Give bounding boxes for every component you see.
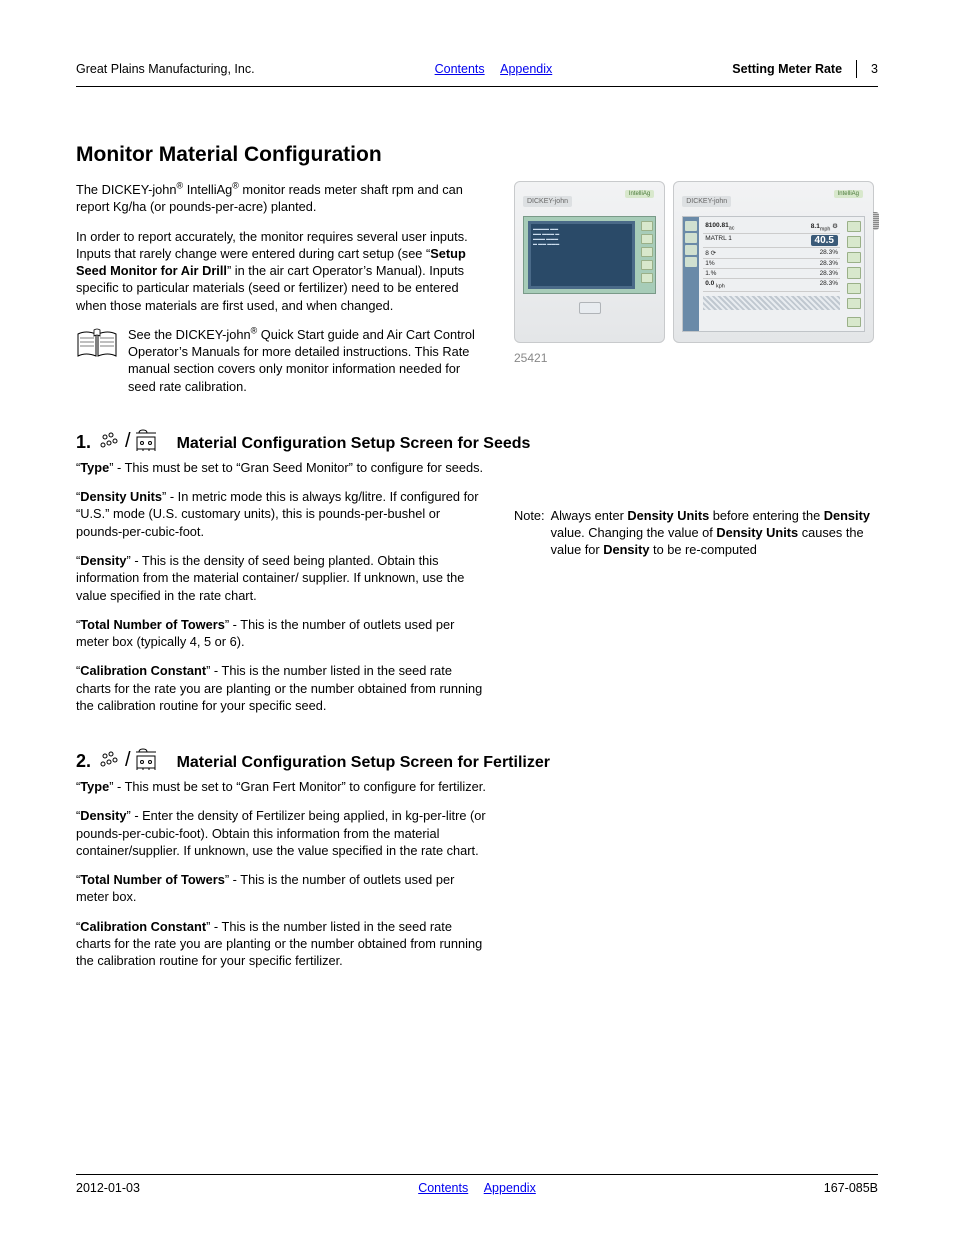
page-footer: 2012-01-03 Contents Appendix 167-085B bbox=[76, 1174, 878, 1195]
brand-label: DICKEY-john bbox=[682, 196, 731, 207]
monitor-small-screen: ▬▬▬▬ ▬▬▬▬ ▬▬▬ ▬▬▬▬ ▬▬▬▬ ▬▬ ▬▬▬ bbox=[523, 216, 656, 294]
s2-calibration: “Calibration Constant” - This is the num… bbox=[76, 918, 486, 970]
s1-density-units: “Density Units” - In metric mode this is… bbox=[76, 488, 486, 540]
section-1-heading: 1. / Material Configuration Setup Screen… bbox=[76, 429, 878, 453]
seed-config-icon bbox=[99, 431, 123, 453]
footer-contents-link[interactable]: Contents bbox=[418, 1181, 468, 1195]
footer-appendix-link[interactable]: Appendix bbox=[484, 1181, 536, 1195]
monitor-large-screen: 8100.81ac8.1mph ⚙ MATRL 140.5 8 ⟳28.3% 1… bbox=[682, 216, 865, 332]
intro-para-1: The DICKEY-john® IntelliAg® monitor read… bbox=[76, 181, 486, 216]
doc-id: 167-085B bbox=[542, 1181, 878, 1195]
s1-towers: “Total Number of Towers” - This is the n… bbox=[76, 616, 486, 651]
s1-density: “Density” - This is the density of seed … bbox=[76, 552, 486, 604]
s1-note: Note: Always enter Density Units before … bbox=[514, 507, 878, 559]
page-header: Great Plains Manufacturing, Inc. Content… bbox=[76, 60, 878, 87]
model-badge: IntelliAg bbox=[834, 190, 863, 198]
s2-type: “Type” - This must be set to “Gran Fert … bbox=[76, 778, 486, 795]
monitor-unit-large: DICKEY-john IntelliAg 8100.81ac8.1mph ⚙ … bbox=[673, 181, 874, 343]
header-divider bbox=[856, 60, 857, 78]
company-name: Great Plains Manufacturing, Inc. bbox=[76, 62, 255, 76]
brand-label: DICKEY-john bbox=[523, 196, 572, 207]
home-button-icon bbox=[579, 302, 601, 314]
manual-reference: See the DICKEY-john® Quick Start guide a… bbox=[76, 326, 486, 395]
figure-number: 25421 bbox=[514, 351, 874, 365]
s1-calibration: “Calibration Constant” - This is the num… bbox=[76, 662, 486, 714]
page-number: 3 bbox=[871, 62, 878, 76]
intro-para-2: In order to report accurately, the monit… bbox=[76, 228, 486, 314]
page-title: Monitor Material Configuration bbox=[76, 143, 878, 167]
planter-config-icon bbox=[133, 748, 159, 772]
contents-link[interactable]: Contents bbox=[435, 62, 485, 76]
monitor-figure: DICKEY-john IntelliAg ▬▬▬▬ ▬▬▬▬ ▬▬▬ ▬▬▬▬… bbox=[514, 181, 874, 365]
footer-date: 2012-01-03 bbox=[76, 1181, 412, 1195]
section-2-heading: 2. / Material Configuration Setup Screen… bbox=[76, 748, 878, 772]
section-title: Setting Meter Rate bbox=[732, 62, 842, 76]
model-badge: IntelliAg bbox=[625, 190, 654, 198]
appendix-link[interactable]: Appendix bbox=[500, 62, 552, 76]
planter-config-icon bbox=[133, 429, 159, 453]
knob-icon bbox=[873, 212, 879, 230]
open-book-icon bbox=[76, 326, 118, 360]
s2-density: “Density” - Enter the density of Fertili… bbox=[76, 807, 486, 859]
monitor-unit-small: DICKEY-john IntelliAg ▬▬▬▬ ▬▬▬▬ ▬▬▬ ▬▬▬▬… bbox=[514, 181, 665, 343]
s2-towers: “Total Number of Towers” - This is the n… bbox=[76, 871, 486, 906]
s1-type: “Type” - This must be set to “Gran Seed … bbox=[76, 459, 486, 476]
seed-config-icon bbox=[99, 750, 123, 772]
